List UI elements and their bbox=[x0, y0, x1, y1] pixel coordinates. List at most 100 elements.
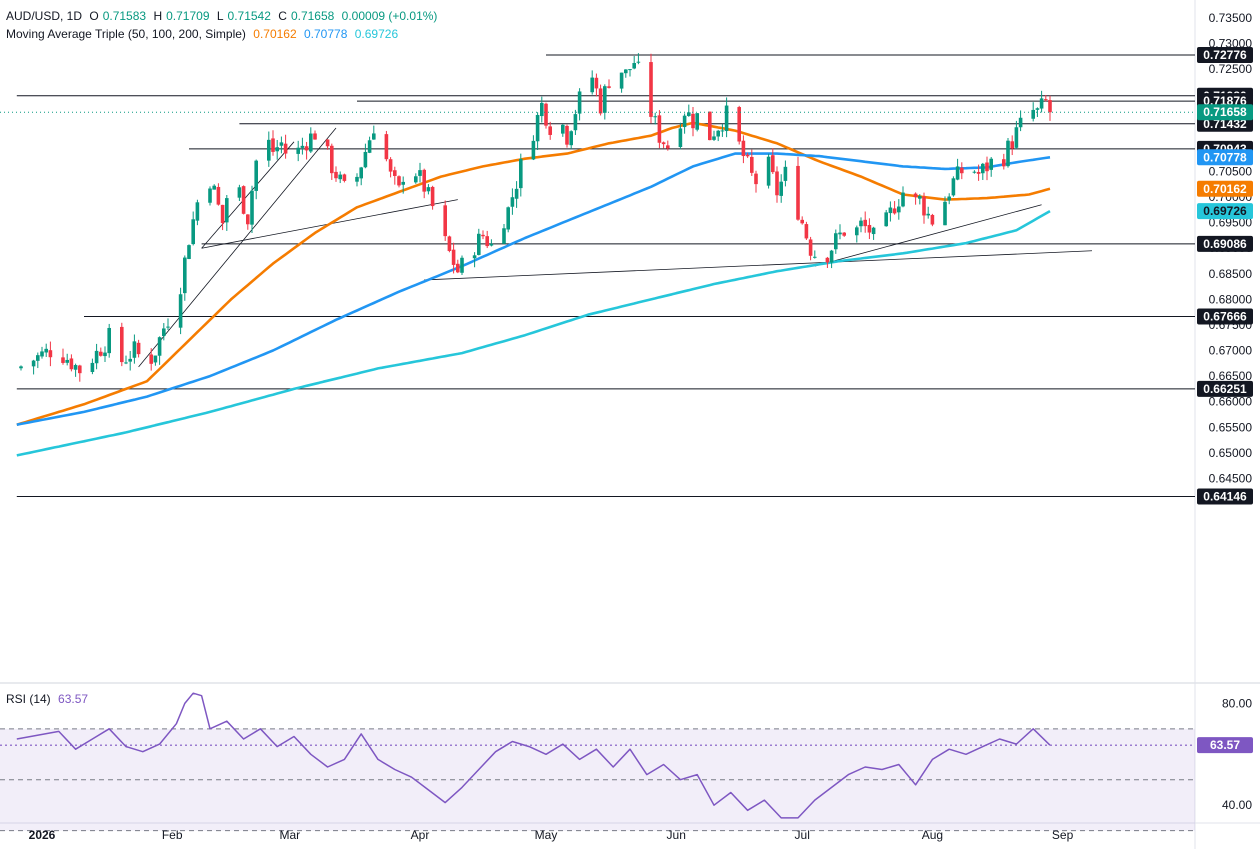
candle-body bbox=[166, 326, 170, 328]
candle bbox=[859, 217, 863, 233]
candle bbox=[426, 184, 431, 195]
candle bbox=[397, 175, 401, 188]
ma-line-ma50 bbox=[16, 121, 1051, 426]
candle bbox=[61, 348, 65, 365]
candle-body bbox=[544, 103, 548, 126]
candle bbox=[535, 112, 540, 151]
candle bbox=[99, 347, 103, 357]
candle-body bbox=[334, 171, 338, 179]
candle-body bbox=[577, 91, 582, 114]
candle bbox=[481, 230, 485, 240]
ma-tag-bg-ma50 bbox=[1197, 180, 1253, 197]
candle-body bbox=[107, 327, 111, 354]
candle-body bbox=[1018, 117, 1023, 128]
candle-body bbox=[750, 156, 754, 173]
candle bbox=[682, 113, 687, 134]
candle bbox=[842, 232, 846, 237]
candle bbox=[892, 201, 897, 215]
ohlc-high-value: 0.71709 bbox=[166, 9, 210, 23]
candle bbox=[279, 136, 284, 154]
candle-body bbox=[367, 140, 372, 153]
candle-body bbox=[649, 62, 653, 117]
candle-body bbox=[754, 173, 758, 185]
candle bbox=[796, 156, 800, 221]
candle-body bbox=[162, 328, 166, 337]
candle-body bbox=[65, 359, 69, 363]
candle bbox=[136, 339, 141, 358]
candle-body bbox=[926, 213, 930, 216]
candle bbox=[661, 141, 666, 149]
candle-body bbox=[594, 77, 599, 89]
candle bbox=[94, 343, 99, 370]
moving-averages bbox=[16, 121, 1051, 457]
level-tag-bg-5 bbox=[1197, 235, 1253, 252]
candle-body bbox=[246, 214, 250, 225]
candle-body bbox=[296, 147, 300, 154]
candle bbox=[855, 225, 859, 243]
candle bbox=[1018, 110, 1023, 132]
candle bbox=[569, 130, 573, 149]
candle bbox=[775, 166, 779, 203]
candle bbox=[178, 287, 183, 335]
price-tick-label-18: 0.64500 bbox=[1209, 471, 1253, 485]
candle-body bbox=[708, 111, 712, 141]
ohlc-low-label: L bbox=[216, 9, 224, 23]
candle-body bbox=[569, 131, 573, 146]
candle-body bbox=[510, 197, 515, 207]
candle bbox=[985, 156, 989, 181]
candle bbox=[754, 170, 758, 193]
candle bbox=[271, 130, 275, 156]
candle-body bbox=[737, 107, 741, 142]
candle bbox=[531, 135, 536, 161]
candle bbox=[951, 176, 956, 197]
candle-body bbox=[485, 236, 489, 247]
candle-body bbox=[800, 219, 804, 224]
candle bbox=[800, 216, 804, 225]
candle bbox=[607, 79, 611, 89]
rsi-line bbox=[16, 692, 1051, 819]
change-value: 0.00009 (+0.01%) bbox=[341, 9, 438, 23]
candle-body bbox=[960, 167, 964, 174]
candle-body bbox=[598, 88, 603, 114]
candle bbox=[120, 322, 124, 367]
price-tick-label-17: 0.65000 bbox=[1209, 446, 1253, 460]
candle-body bbox=[892, 208, 897, 214]
candle bbox=[422, 168, 426, 199]
candle-body bbox=[456, 263, 460, 273]
candle bbox=[1006, 137, 1010, 168]
candle-body bbox=[976, 171, 981, 174]
candle bbox=[779, 174, 783, 203]
candle-body bbox=[393, 170, 397, 176]
candle-body bbox=[1048, 100, 1052, 113]
candle bbox=[355, 173, 359, 187]
candle bbox=[107, 323, 111, 358]
candle-body bbox=[61, 357, 65, 363]
candle bbox=[330, 143, 334, 180]
candle-body bbox=[120, 326, 124, 363]
candle bbox=[166, 318, 170, 330]
candle bbox=[296, 140, 300, 162]
candle-body bbox=[388, 159, 393, 172]
candle bbox=[603, 84, 607, 120]
candle-body bbox=[418, 170, 422, 176]
candle bbox=[884, 209, 888, 227]
candle bbox=[888, 201, 893, 222]
candle-body bbox=[955, 166, 960, 180]
candle-body bbox=[619, 72, 624, 89]
candle-body bbox=[540, 102, 544, 117]
candle-body bbox=[275, 147, 279, 152]
ohlc-high-label: H bbox=[153, 9, 163, 23]
candle-body bbox=[212, 185, 216, 190]
candle bbox=[1048, 95, 1052, 121]
rsi-tick-label-0: 80.00 bbox=[1222, 696, 1252, 710]
rsi-legend: RSI (14) 63.57 bbox=[6, 692, 92, 706]
candle bbox=[90, 358, 95, 375]
candle-body bbox=[943, 201, 947, 226]
candle bbox=[649, 53, 653, 124]
candle-body bbox=[897, 206, 901, 213]
candle bbox=[771, 148, 775, 175]
candle-body bbox=[225, 198, 229, 223]
candle bbox=[225, 194, 229, 231]
